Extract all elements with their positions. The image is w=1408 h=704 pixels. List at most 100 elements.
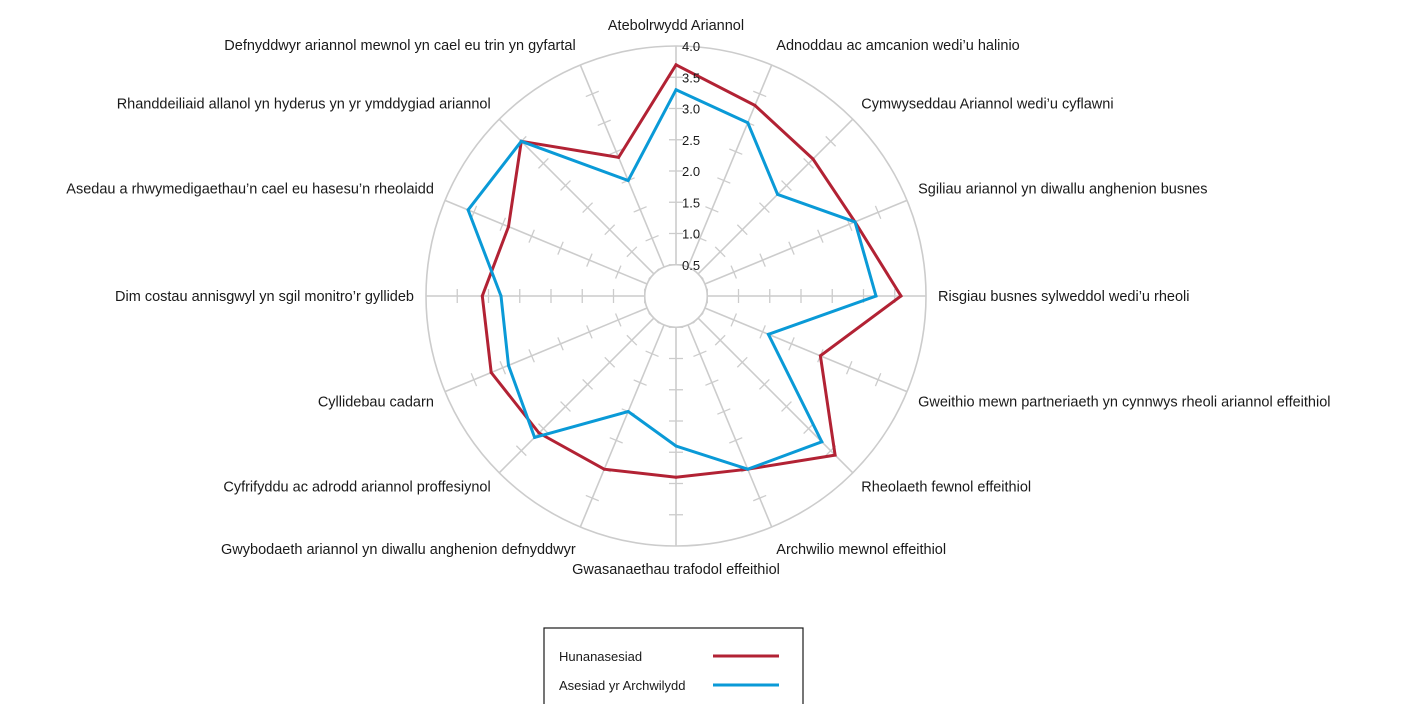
axis-tick-mark (705, 379, 719, 386)
data-point-0-13 (507, 225, 510, 229)
data-point-0-6 (833, 453, 837, 457)
tick-label: 2.5 (682, 133, 700, 148)
axis-tick-mark (729, 437, 743, 444)
axis-tick-mark (803, 423, 814, 434)
axis-tick-mark (845, 361, 853, 375)
data-point-1-13 (466, 208, 470, 212)
axis-tick-mark (470, 372, 478, 387)
legend-box (543, 627, 804, 704)
axis-tick-mark (692, 312, 704, 324)
axis-tick-mark (648, 268, 660, 280)
data-point-0-5 (818, 354, 822, 358)
category-label: Rhanddeiliaid allanol yn hyderus yn yr y… (117, 97, 491, 113)
axis-tick-mark (692, 268, 704, 280)
axis-tick-mark (701, 301, 709, 315)
radial-axis (704, 199, 908, 285)
axis-tick-mark (752, 494, 767, 502)
category-label: Defnyddwyr ariannol mewnol yn cael eu tr… (224, 38, 575, 54)
axis-tick-mark (788, 337, 795, 351)
axis-tick-mark (736, 224, 748, 236)
tick-label: 2.0 (682, 164, 700, 179)
axis-tick-mark (648, 312, 660, 324)
axis-tick-mark (538, 158, 549, 169)
category-label: Archwilio mewnol effeithiol (776, 542, 946, 558)
category-label: Sgiliau ariannol yn diwallu anghenion bu… (918, 182, 1207, 198)
category-label: Gwybodaeth ariannol yn diwallu anghenion… (221, 542, 576, 558)
axis-tick-mark (817, 229, 824, 243)
data-point-1-1 (746, 121, 750, 125)
category-label: Dim costau annisgwyl yn sgil monitro’r g… (115, 289, 414, 305)
axis-tick-mark (788, 241, 795, 255)
axis-tick-mark (499, 361, 507, 375)
axis-tick-mark (609, 437, 623, 444)
data-point-1-10 (533, 435, 537, 439)
tick-label: 3.0 (682, 102, 700, 117)
data-point-1-15 (626, 179, 630, 182)
axis-tick-mark (643, 277, 651, 291)
category-label: Atebolrwydd Ariannol (608, 18, 744, 34)
axis-tick-mark (645, 234, 659, 242)
axis-tick-mark (759, 325, 766, 339)
grid-layer (425, 45, 927, 547)
radial-axis (444, 307, 648, 393)
axis-tick-mark (825, 135, 837, 147)
legend-label-asesiad-yr-archwilydd: Asesiad yr Archwilydd (559, 678, 685, 693)
data-point-0-2 (811, 157, 815, 161)
category-label: Cyllidebau cadarn (318, 394, 434, 410)
axis-tick-mark (874, 372, 882, 387)
data-point-1-3 (853, 220, 857, 224)
axis-tick-mark (586, 253, 593, 267)
data-point-1-2 (776, 192, 780, 196)
axis-tick-mark (714, 246, 726, 258)
radial-axis (579, 324, 665, 528)
tick-label: 1.5 (682, 195, 700, 210)
axis-tick-mark (693, 234, 707, 242)
axis-tick-mark (499, 217, 507, 231)
data-point-0-0 (674, 63, 678, 67)
axis-tick-mark (528, 229, 535, 243)
radial-axis (697, 317, 854, 474)
axis-tick-mark (729, 148, 743, 155)
radial-axis (697, 118, 854, 275)
axis-tick-mark (714, 334, 726, 346)
axis-tick-mark (604, 224, 616, 236)
category-label: Asedau a rhwymedigaethau’n cael eu hases… (66, 182, 434, 198)
axis-tick-mark (645, 350, 659, 358)
data-point-1-8 (674, 444, 678, 448)
axis-tick-mark (781, 180, 792, 191)
axis-tick-mark (681, 321, 695, 329)
radial-axis (687, 324, 773, 528)
axis-tick-mark (717, 177, 731, 184)
axis-tick-mark (633, 379, 647, 386)
data-point-1-5 (766, 332, 770, 336)
axis-tick-mark (758, 202, 770, 214)
axis-tick-mark (681, 263, 695, 271)
data-point-0-4 (899, 294, 903, 298)
axis-tick-mark (626, 246, 638, 258)
data-point-0-11 (489, 371, 493, 374)
axis-tick-mark (657, 321, 671, 329)
axis-tick-mark (538, 423, 549, 434)
axis-tick-mark (585, 494, 600, 502)
category-label: Adnoddau ac amcanion wedi’u halinio (776, 38, 1019, 54)
axis-tick-mark (758, 378, 770, 390)
tick-label: 3.5 (682, 70, 700, 85)
tick-label: 0.5 (682, 258, 700, 273)
radial-axis (498, 317, 655, 474)
axis-tick-mark (717, 408, 731, 415)
data-point-0-10 (537, 431, 541, 435)
data-point-1-6 (820, 440, 824, 444)
axis-tick-mark (614, 313, 622, 327)
data-point-1-9 (626, 410, 630, 413)
data-point-1-7 (746, 467, 750, 471)
axis-tick-mark (693, 350, 707, 358)
data-point-0-9 (602, 467, 606, 471)
axis-tick-mark (736, 356, 748, 368)
data-point-0-12 (480, 294, 484, 298)
data-point-0-8 (674, 475, 678, 479)
axis-tick-mark (560, 180, 571, 191)
series-layer (466, 62, 904, 479)
axis-label-layer: Atebolrwydd Ariannol Adnoddau ac amcanion… (66, 18, 1330, 578)
axis-tick-mark (586, 325, 593, 339)
